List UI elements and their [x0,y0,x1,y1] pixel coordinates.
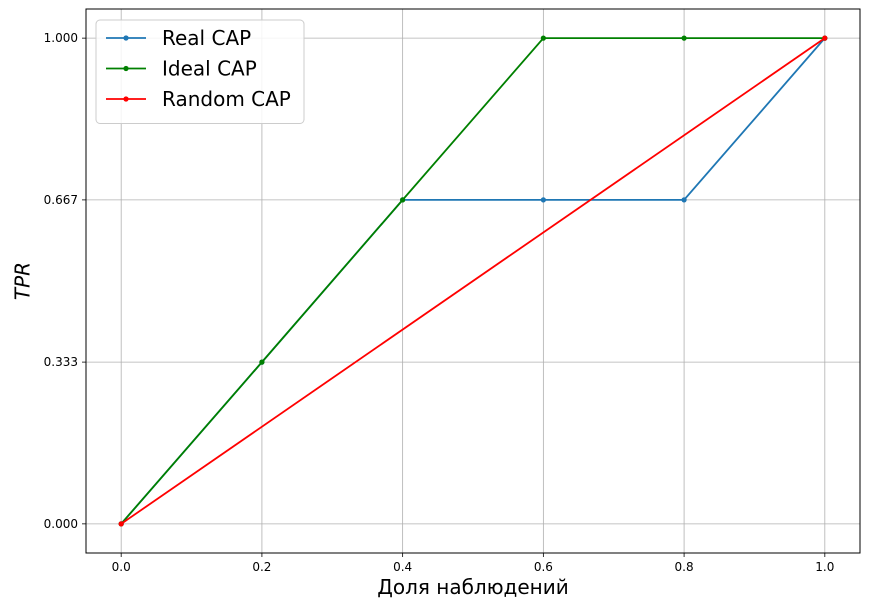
legend-label: Random CAP [162,87,291,111]
y-tick-label: 0.000 [44,517,78,531]
legend-label: Ideal CAP [162,57,257,81]
data-point [400,197,406,203]
legend-swatch-marker [123,65,129,72]
legend: Real CAP Ideal CAP Random CAP [95,19,305,124]
legend-box [95,19,305,124]
data-point [540,35,546,41]
legend-label: Real CAP [162,26,251,50]
data-point [118,521,124,527]
data-point [259,359,265,365]
x-tick-label: 0.8 [675,560,694,574]
y-axis-title: TPR [11,262,35,300]
data-point [540,197,546,203]
y-tick-label: 0.333 [44,355,78,369]
legend-swatch-marker [123,35,129,41]
x-tick-label: 0.2 [252,560,271,574]
x-tick-label: 0.4 [393,560,412,574]
x-tick-label: 1.0 [815,560,834,574]
x-axis-title: Доля наблюдений [377,575,569,599]
y-tick-label: 1.000 [44,31,78,45]
series-line [120,37,825,525]
legend-swatch-marker [123,96,129,102]
plot-area-frame [85,8,861,554]
legend-item: Ideal CAP [106,57,257,81]
series-random-cap [118,35,828,527]
data-point [822,35,828,41]
data-point [681,197,687,203]
data-point [681,35,687,41]
series-line [120,37,826,525]
y-tick-label: 0.667 [44,193,78,207]
axis-ticks: 0.0 0.2 0.4 0.6 0.8 1.0 0.000 0.333 0.667 1.000 [44,31,835,574]
legend-item: Real CAP [106,26,251,50]
x-tick-label: 0.6 [534,560,553,574]
legend-item: Random CAP [106,87,291,111]
x-tick-label: 0.0 [112,560,131,574]
series-lines [118,35,828,527]
